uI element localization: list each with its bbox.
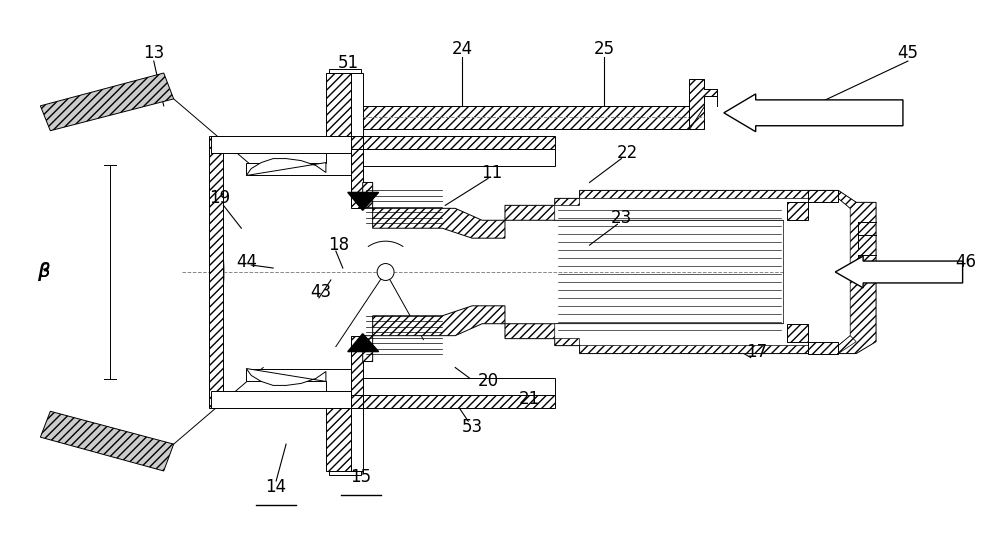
Polygon shape xyxy=(329,69,361,73)
Polygon shape xyxy=(363,106,704,129)
Polygon shape xyxy=(363,149,555,166)
Polygon shape xyxy=(211,136,351,153)
Polygon shape xyxy=(326,73,351,136)
Polygon shape xyxy=(348,192,379,210)
Polygon shape xyxy=(363,306,505,362)
Text: 19: 19 xyxy=(209,190,230,207)
Text: 21: 21 xyxy=(519,390,540,408)
Text: 23: 23 xyxy=(611,209,632,228)
Polygon shape xyxy=(40,73,174,131)
Circle shape xyxy=(377,263,394,280)
Text: 45: 45 xyxy=(897,44,918,62)
Text: 14: 14 xyxy=(266,478,287,496)
Polygon shape xyxy=(505,191,876,353)
Polygon shape xyxy=(787,324,808,342)
Polygon shape xyxy=(351,395,363,408)
Polygon shape xyxy=(808,191,838,203)
Polygon shape xyxy=(348,334,379,351)
Polygon shape xyxy=(689,79,717,129)
Polygon shape xyxy=(351,336,363,395)
Text: $\beta$: $\beta$ xyxy=(37,261,51,283)
Text: 11: 11 xyxy=(481,163,503,181)
Polygon shape xyxy=(246,159,326,175)
Text: 18: 18 xyxy=(328,236,349,254)
Polygon shape xyxy=(555,198,850,345)
Text: 17: 17 xyxy=(746,343,767,361)
Polygon shape xyxy=(808,342,838,353)
Polygon shape xyxy=(326,408,351,471)
Text: 25: 25 xyxy=(594,40,615,58)
FancyArrow shape xyxy=(835,256,963,288)
Text: $\beta$: $\beta$ xyxy=(38,261,51,283)
Text: 53: 53 xyxy=(462,418,483,436)
Text: 13: 13 xyxy=(143,44,164,62)
Text: 46: 46 xyxy=(955,253,976,271)
Polygon shape xyxy=(363,182,505,238)
Polygon shape xyxy=(363,136,555,149)
Polygon shape xyxy=(211,392,351,408)
Text: 20: 20 xyxy=(477,372,499,390)
Text: 22: 22 xyxy=(617,143,638,162)
Text: 43: 43 xyxy=(310,283,331,301)
Text: 24: 24 xyxy=(452,40,473,58)
Text: 44: 44 xyxy=(236,253,257,271)
Polygon shape xyxy=(329,471,361,475)
Polygon shape xyxy=(838,336,856,353)
Polygon shape xyxy=(211,136,223,153)
Text: 15: 15 xyxy=(350,468,371,486)
Polygon shape xyxy=(351,149,363,209)
Polygon shape xyxy=(838,191,856,209)
Polygon shape xyxy=(246,153,363,175)
Polygon shape xyxy=(40,411,174,471)
FancyArrow shape xyxy=(724,94,903,132)
Polygon shape xyxy=(351,136,363,149)
Polygon shape xyxy=(787,203,808,220)
Polygon shape xyxy=(246,369,326,386)
Polygon shape xyxy=(209,136,223,408)
Polygon shape xyxy=(351,408,363,471)
Text: 51: 51 xyxy=(338,54,359,72)
Polygon shape xyxy=(246,369,363,392)
Polygon shape xyxy=(363,395,555,408)
Polygon shape xyxy=(351,73,363,136)
Polygon shape xyxy=(363,378,555,395)
